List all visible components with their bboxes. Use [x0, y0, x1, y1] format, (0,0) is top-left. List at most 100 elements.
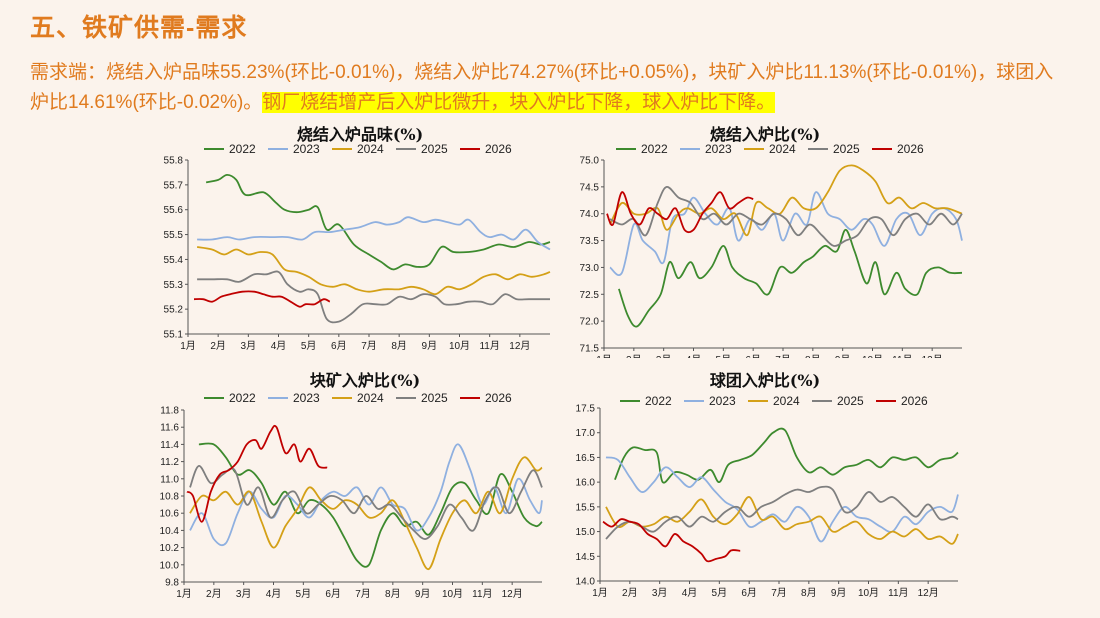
- y-tick-label: 55.4: [164, 255, 184, 266]
- y-tick-label: 73.5: [580, 236, 600, 247]
- x-tick-label: 7月: [775, 354, 791, 358]
- chart-panel-pellet-ratio: 球团入炉比(%) 2022 2023 2024 2025 2026 14.0 14.5 15.0…: [560, 368, 970, 610]
- legend-label: 2025: [421, 391, 448, 405]
- chart-pellet-ratio: 球团入炉比(%) 2022 2023 2024 2025 2026 14.0 14.5 15.0…: [576, 371, 959, 599]
- series-line-2024: [189, 456, 543, 570]
- legend-label: 2024: [773, 394, 800, 408]
- y-tick-label: 16.0: [576, 478, 596, 489]
- series-line-2023: [609, 191, 963, 276]
- y-tick-label: 55.1: [164, 330, 184, 341]
- legend-label: 2025: [837, 394, 864, 408]
- y-tick-label: 71.5: [580, 344, 600, 355]
- x-tick-label: 11月: [892, 354, 912, 358]
- legend-item-2024: 2024: [332, 391, 384, 405]
- legend-item-2026: 2026: [460, 142, 512, 156]
- legend-item-2023: 2023: [684, 394, 736, 408]
- x-tick-label: 1月: [596, 354, 612, 358]
- legend-item-2022: 2022: [616, 142, 668, 156]
- y-tick-label: 11.8: [160, 406, 179, 417]
- legend-item-2023: 2023: [680, 142, 732, 156]
- legend-label: 2026: [901, 394, 928, 408]
- x-tick-label: 8月: [385, 588, 401, 600]
- series-line-2026: [602, 518, 741, 563]
- x-tick-label: 7月: [771, 587, 787, 599]
- legend-item-2026: 2026: [460, 391, 512, 405]
- x-tick-label: 12月: [509, 340, 530, 352]
- x-tick-label: 9月: [835, 354, 851, 358]
- x-tick-label: 4月: [686, 354, 702, 358]
- y-tick-label: 73.0: [580, 263, 600, 274]
- x-tick-label: 1月: [592, 587, 608, 599]
- y-tick-label: 55.8: [164, 156, 184, 167]
- series-line-2022: [205, 174, 551, 271]
- x-tick-label: 9月: [415, 588, 431, 600]
- chart-sinter-grade: 烧结入炉品味(%) 2022 2023 2024 2025 2026 55.1 55.2 55.…: [164, 125, 551, 352]
- summary-text: 需求端：烧结入炉品味55.23%(环比-0.01%)，烧结入炉比74.27%(环…: [30, 58, 1070, 118]
- chart-panel-lump-ratio: 块矿入炉比(%) 2022 2023 2024 2025 2026 9.8 10.0 10.2 1…: [150, 368, 560, 610]
- x-tick-label: 12月: [922, 354, 943, 358]
- y-tick-label: 17.0: [576, 428, 596, 439]
- y-tick-label: 16.5: [576, 453, 596, 464]
- x-tick-label: 8月: [391, 340, 407, 352]
- series-line-2023: [605, 456, 959, 543]
- legend-item-2025: 2025: [812, 394, 864, 408]
- legend-item-2024: 2024: [332, 142, 384, 156]
- legend-item-2023: 2023: [268, 391, 320, 405]
- series-line-2022: [614, 427, 959, 484]
- x-tick-label: 11月: [472, 588, 492, 600]
- chart-title: 球团入炉比(%): [710, 371, 820, 390]
- legend-label: 2024: [357, 391, 384, 405]
- y-tick-label: 74.5: [580, 182, 600, 193]
- series-line-2025: [189, 465, 543, 540]
- y-tick-label: 10.8: [160, 492, 180, 503]
- x-tick-label: 6月: [325, 588, 341, 600]
- series-line-2025: [609, 185, 963, 247]
- x-tick-label: 6月: [745, 354, 761, 358]
- x-tick-label: 2月: [206, 588, 222, 600]
- x-tick-label: 7月: [361, 340, 377, 352]
- x-tick-label: 2月: [210, 340, 226, 352]
- page-title: 五、铁矿供需-需求: [30, 14, 248, 42]
- x-tick-label: 10月: [862, 354, 883, 358]
- y-tick-label: 15.5: [576, 502, 596, 513]
- x-tick-label: 5月: [301, 340, 317, 352]
- series-line-2026: [193, 290, 331, 308]
- legend-label: 2022: [641, 142, 668, 156]
- x-tick-label: 3月: [236, 588, 252, 600]
- series-line-2024: [605, 496, 959, 545]
- x-tick-label: 2月: [622, 587, 638, 599]
- series-line-2025: [197, 270, 550, 324]
- y-tick-label: 11.4: [160, 440, 179, 451]
- legend-item-2022: 2022: [204, 142, 256, 156]
- x-tick-label: 8月: [805, 354, 821, 358]
- x-tick-label: 4月: [682, 587, 698, 599]
- legend-label: 2023: [709, 394, 736, 408]
- series-line-2023: [197, 216, 551, 251]
- x-tick-label: 4月: [266, 588, 282, 600]
- y-tick-label: 10.0: [160, 560, 180, 571]
- legend-label: 2025: [833, 142, 860, 156]
- x-tick-label: 6月: [741, 587, 757, 599]
- x-tick-label: 5月: [712, 587, 728, 599]
- y-tick-label: 74.0: [580, 209, 600, 220]
- y-tick-label: 15.0: [576, 527, 596, 538]
- chart-sinter-ratio: 烧结入炉比(%) 2022 2023 2024 2025 2026 71.5 72.0 72.5…: [580, 125, 963, 358]
- y-tick-label: 55.5: [164, 230, 184, 241]
- legend-item-2022: 2022: [620, 394, 672, 408]
- x-tick-label: 11月: [479, 340, 499, 352]
- x-tick-label: 12月: [502, 588, 523, 600]
- series-line-2025: [605, 485, 959, 540]
- legend-item-2022: 2022: [204, 391, 256, 405]
- y-tick-label: 17.5: [576, 404, 596, 415]
- y-tick-label: 55.7: [164, 180, 184, 191]
- legend-label: 2023: [705, 142, 732, 156]
- x-tick-label: 5月: [296, 588, 312, 600]
- x-tick-label: 3月: [241, 340, 257, 352]
- y-tick-label: 72.0: [580, 317, 600, 328]
- y-tick-label: 14.0: [576, 577, 596, 588]
- legend-label: 2023: [293, 142, 320, 156]
- y-tick-label: 11.2: [160, 457, 179, 468]
- legend-label: 2022: [229, 142, 256, 156]
- y-tick-label: 75.0: [580, 156, 600, 167]
- y-tick-label: 11.0: [160, 474, 179, 485]
